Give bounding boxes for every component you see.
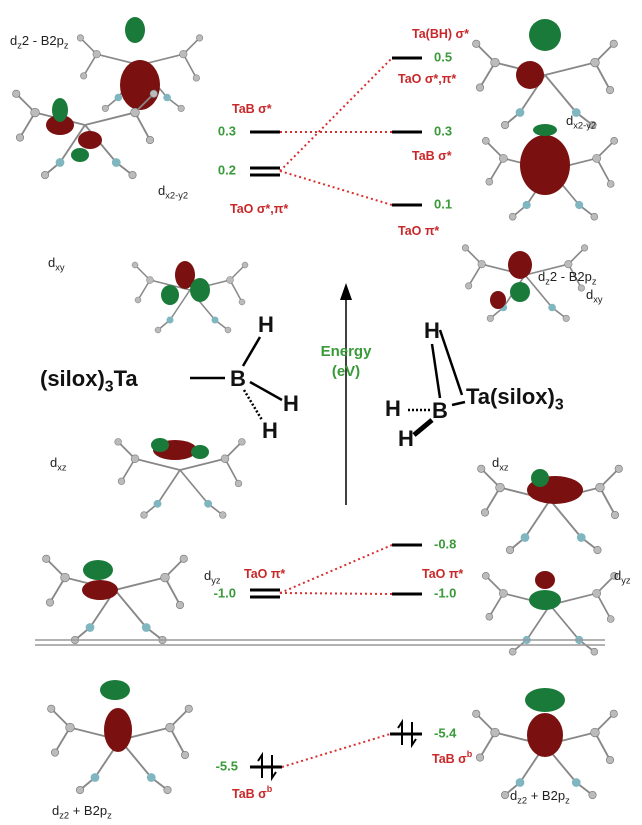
orbital-label: dyz [204,568,221,586]
orbital-label: dxz [492,455,509,473]
orbital-label: dxz [50,455,67,473]
hydrogen-label: H [385,396,401,421]
text-part: d [492,455,499,470]
subscript: z2 [59,811,69,821]
text-part: 2 - B2p [22,33,64,48]
boron-label: B [230,366,246,391]
text-part: Ta(BH) σ* [412,27,469,41]
supscript: b [467,749,473,759]
hydrogen-label: H [398,426,414,451]
subscript: x2-y2 [573,121,596,131]
subscript: z [64,41,69,51]
subscript: 3 [555,397,564,414]
text-part: d [586,287,593,302]
text-part: TaO π* [244,567,285,581]
text-part: TaO π* [398,224,439,238]
text-part: TaB σ [232,787,267,801]
text-part: d [52,803,59,818]
energy-value: 0.3 [434,123,452,138]
energy-value: -5.5 [216,758,238,773]
energy-value: -1.0 [434,585,456,600]
orbital-character: TaO σ*,π* [398,72,456,86]
orbital-character: TaO π* [422,567,463,581]
orbital-character: TaO σ*,π* [230,202,288,216]
orbital-character: Ta(BH) σ* [412,27,469,41]
text-part: TaO π* [422,567,463,581]
text-part: Ta(silox) [466,384,555,409]
subscript: 3 [105,379,114,396]
text-part: + B2p [69,803,107,818]
orbital-label: dxy [48,255,65,273]
subscript: z [107,811,112,821]
orbital-character: TaB σb [232,784,273,801]
hydrogen-label: H [258,312,274,337]
energy-arrow [340,283,352,505]
text-part: TaO σ*,π* [230,202,288,216]
text-part: d [614,568,621,583]
text-part: d [48,255,55,270]
text-part: TaB σ* [412,149,452,163]
text-part: d [10,33,17,48]
orbital-label: dz2 + B2pz [52,803,112,821]
energy-value: -5.4 [434,725,457,740]
text-part: d [510,788,517,803]
text-part: d [50,455,57,470]
orbital-label: dx2-y2 [158,183,188,201]
orbital-label: dyz [614,568,631,586]
orbital-character: TaB σb [432,749,473,766]
text-part: 2 - B2p [550,269,592,284]
text-part: Ta [114,366,139,391]
orbital-character: TaB σ* [232,102,272,116]
text-part: (silox) [40,366,105,391]
axis-unit: (eV) [332,363,360,380]
orbital-character: TaO π* [398,224,439,238]
text-part: TaB σ* [232,102,272,116]
subscript: z2 [517,796,527,806]
energy-value: -0.8 [434,536,456,551]
subscript: xy [55,263,65,273]
text-part: d [204,568,211,583]
orbital-label: dz2 - B2pz [10,33,69,51]
orbital-character: TaO π* [244,567,285,581]
subscript: x2-y2 [165,191,188,201]
energy-value: 0.1 [434,196,452,211]
subscript: xy [593,295,603,305]
energy-value: 0.5 [434,49,452,64]
left-metal-label: (silox)3Ta [40,366,138,396]
separator [35,640,605,645]
text-part: d [538,269,545,284]
orbital-label: dz2 - B2pz [538,269,597,287]
text-part: d [158,183,165,198]
subscript: yz [211,576,221,586]
text-part: TaO σ*,π* [398,72,456,86]
subscript: yz [621,576,631,586]
text-part: + B2p [527,788,565,803]
mo-diagram: (silox)3Ta B H H H H H H B Ta(silox)3 En… [0,0,642,825]
subscript: z [565,796,570,806]
boron-label: B [432,398,448,423]
right-metal-label: Ta(silox)3 [466,384,564,414]
energy-value: 0.3 [218,123,236,138]
subscript: z [592,277,597,287]
subscript: xz [57,463,67,473]
axis-title: Energy [321,343,373,360]
subscript: xz [499,463,509,473]
hydrogen-label: H [283,391,299,416]
energy-value: 0.2 [218,162,236,177]
text-part: TaB σ [432,752,467,766]
orbital-character: TaB σ* [412,149,452,163]
orbital-label: dz2 + B2pz [510,788,570,806]
energy-value: -1.0 [214,585,236,600]
hydrogen-label: H [262,418,278,443]
hydrogen-label: H [424,318,440,343]
electron-pairs [258,722,416,778]
text-part: d [566,113,573,128]
orbital-label: dxy [586,287,603,305]
supscript: b [267,784,273,794]
